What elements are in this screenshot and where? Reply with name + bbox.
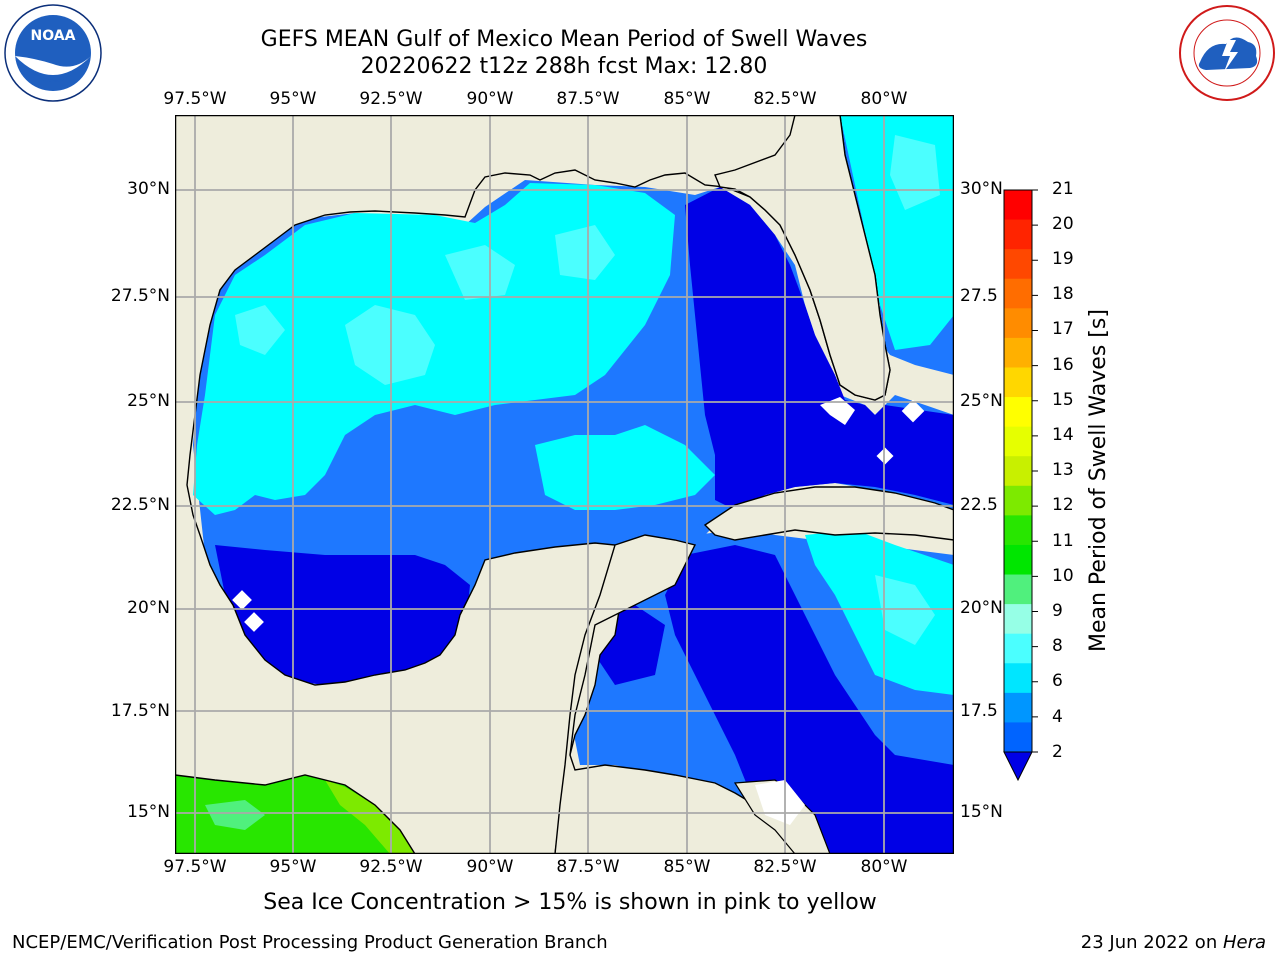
colorbar-band	[1004, 485, 1032, 516]
lon-label-top: 95°W	[269, 89, 317, 109]
lat-label-left: 27.5°N	[110, 286, 170, 306]
colorbar-tick: 21	[1052, 179, 1074, 199]
swell-deep-blue-sw	[215, 545, 470, 685]
colorbar-band	[1004, 249, 1032, 280]
lon-label-bottom: 95°W	[269, 857, 317, 877]
colorbar-tick: 14	[1052, 425, 1074, 445]
colorbar-band	[1004, 397, 1032, 428]
colorbar-tick: 19	[1052, 249, 1074, 269]
lat-label-right: 27.5	[960, 286, 998, 306]
colorbar-band	[1004, 337, 1032, 368]
nws-logo	[1178, 4, 1276, 102]
lon-label-top: 85°W	[663, 89, 711, 109]
lon-label-top: 80°W	[860, 89, 908, 109]
map-grid	[175, 115, 954, 854]
lon-label-bottom: 97.5°W	[163, 857, 227, 877]
colorbar-band	[1004, 604, 1032, 635]
lon-label-top: 87.5°W	[556, 89, 620, 109]
colorbar-band	[1004, 456, 1032, 487]
colorbar-title: Mean Period of Swell Waves [s]	[1086, 309, 1111, 652]
colorbar-band	[1004, 367, 1032, 398]
colorbar-band	[1004, 574, 1032, 605]
colorbar-tick: 11	[1052, 531, 1074, 551]
lat-label-left: 22.5°N	[110, 495, 170, 515]
chart-title: GEFS MEAN Gulf of Mexico Mean Period of …	[260, 27, 868, 52]
colorbar-tick: 10	[1052, 566, 1074, 586]
map-panel	[175, 115, 954, 854]
land-florida	[714, 115, 891, 401]
swell-deep-blue-east	[685, 187, 954, 510]
colorbar-band	[1004, 663, 1032, 694]
colorbar-tick: 8	[1052, 636, 1063, 656]
lat-label-right: 30°N	[960, 179, 1003, 199]
lat-label-left: 25°N	[127, 391, 170, 411]
footer-date: 23 Jun 2022 on	[1080, 932, 1223, 953]
ice-note: Sea Ice Concentration > 15% is shown in …	[263, 890, 877, 915]
lon-label-bottom: 85°W	[663, 857, 711, 877]
colorbar-tick: 18	[1052, 284, 1074, 304]
colorbar-band	[1004, 633, 1032, 664]
colorbar-band	[1004, 515, 1032, 546]
chart-subtitle: 20220622 t12z 288h fcst Max: 12.80	[360, 54, 768, 79]
lon-label-bottom: 90°W	[466, 857, 514, 877]
footer-host: Hera	[1222, 932, 1266, 953]
colorbar-band	[1004, 219, 1032, 250]
noaa-logo: NOAA	[4, 4, 102, 102]
colorbar-band	[1004, 722, 1032, 753]
lon-label-bottom: 87.5°W	[556, 857, 620, 877]
lat-label-left: 20°N	[127, 598, 170, 618]
colorbar-tick: 16	[1052, 355, 1074, 375]
lon-label-top: 90°W	[466, 89, 514, 109]
lat-label-right: 20°N	[960, 598, 1003, 618]
lat-label-right: 15°N	[960, 802, 1003, 822]
swell-cyan-west	[193, 183, 675, 515]
lat-label-right: 17.5	[960, 701, 998, 721]
lat-label-left: 15°N	[127, 802, 170, 822]
lat-label-left: 17.5°N	[110, 701, 170, 721]
colorbar-extend-triangle	[1003, 751, 1033, 782]
colorbar-band	[1004, 308, 1032, 339]
lon-label-top: 92.5°W	[359, 89, 423, 109]
lon-label-bottom: 92.5°W	[359, 857, 423, 877]
colorbar-tick: 4	[1052, 707, 1063, 727]
colorbar-tick: 6	[1052, 671, 1063, 691]
colorbar	[1003, 189, 1038, 782]
land-cuba	[703, 486, 954, 541]
colorbar-band	[1004, 544, 1032, 576]
colorbar-tick: 20	[1052, 214, 1074, 234]
colorbar-tick: 13	[1052, 460, 1074, 480]
lat-label-right: 25°N	[960, 391, 1003, 411]
colorbar-band	[1004, 426, 1032, 457]
colorbar-tick: 9	[1052, 601, 1063, 621]
svg-text:NOAA: NOAA	[31, 28, 76, 44]
lon-label-top: 97.5°W	[163, 89, 227, 109]
lon-label-bottom: 80°W	[860, 857, 908, 877]
lat-label-left: 30°N	[127, 179, 170, 199]
colorbar-band	[1004, 278, 1032, 309]
land-central-america	[554, 534, 816, 854]
footer-left: NCEP/EMC/Verification Post Processing Pr…	[12, 932, 608, 953]
lon-label-bottom: 82.5°W	[753, 857, 817, 877]
colorbar-tick: 12	[1052, 495, 1074, 515]
colorbar-band	[1004, 190, 1032, 221]
colorbar-tick: 2	[1052, 742, 1063, 762]
lat-label-right: 22.5	[960, 495, 998, 515]
colorbar-band	[1004, 692, 1032, 723]
colorbar-tick: 17	[1052, 319, 1074, 339]
colorbar-tick: 15	[1052, 390, 1074, 410]
lon-label-top: 82.5°W	[753, 89, 817, 109]
footer-right: 23 Jun 2022 on Hera	[1081, 932, 1266, 953]
